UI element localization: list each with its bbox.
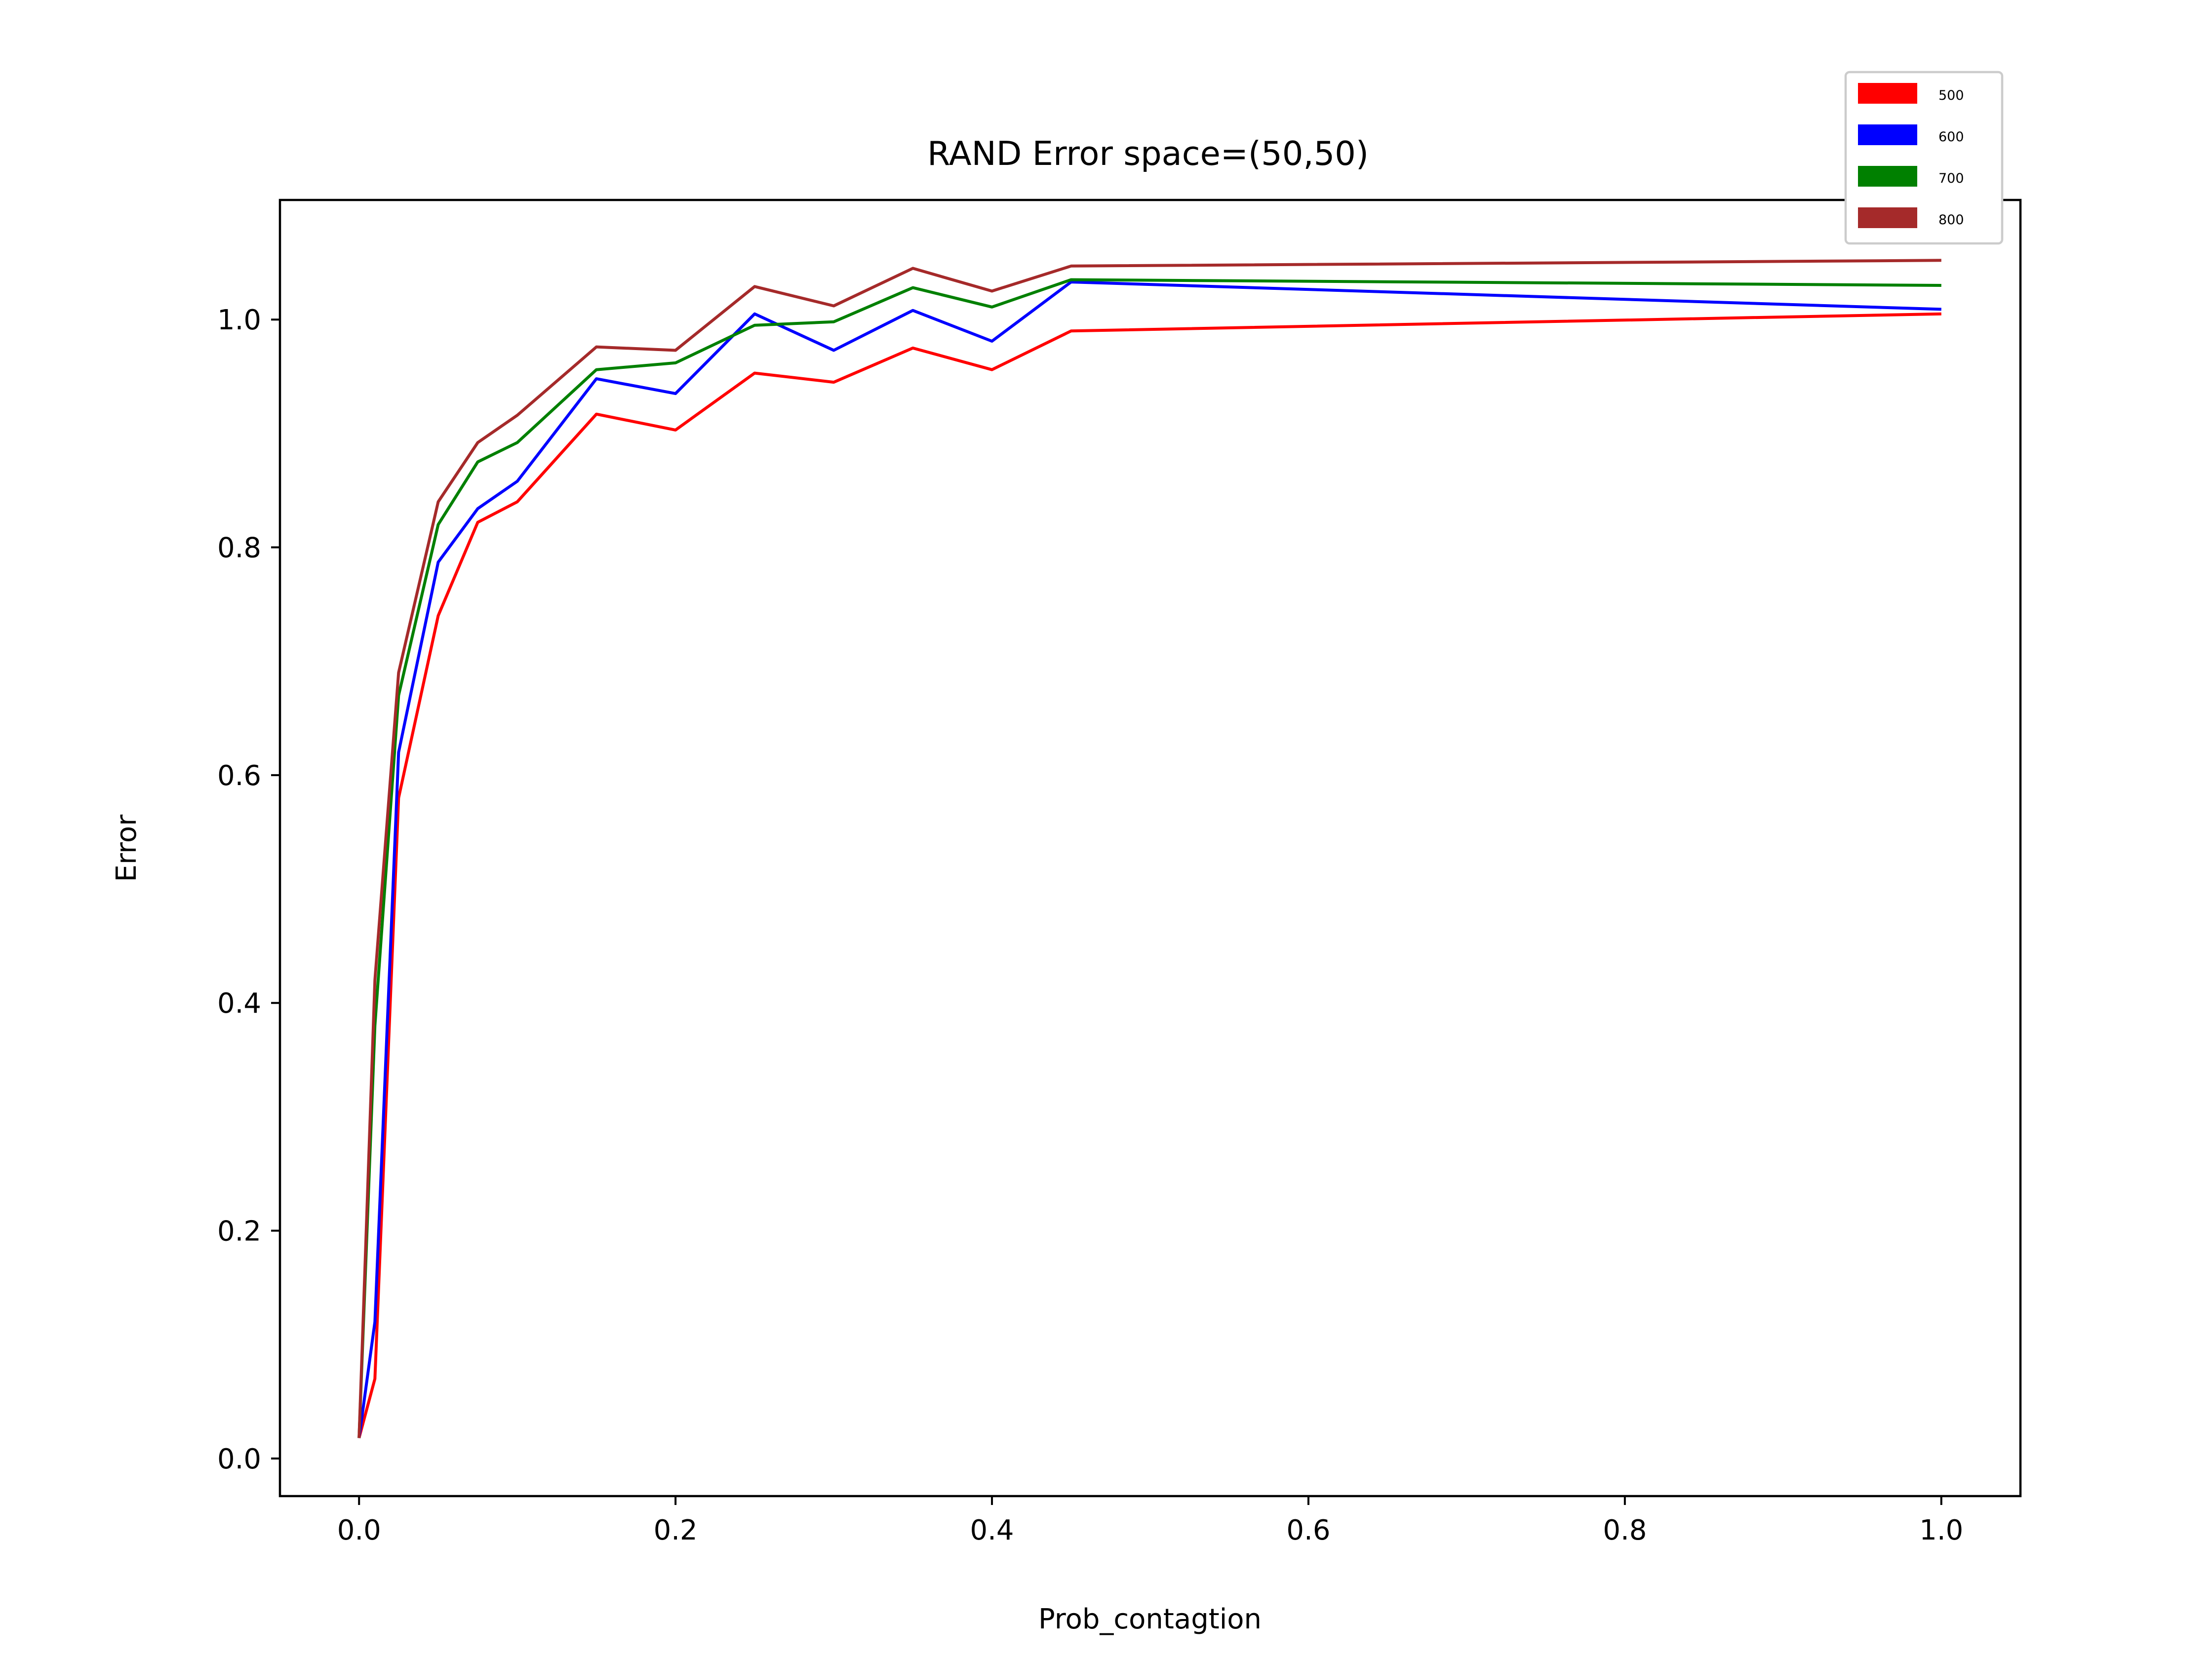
x-tick-label: 0.6 xyxy=(1286,1514,1330,1546)
x-axis-ticks: 0.0 0.2 0.4 0.6 0.8 1.0 xyxy=(337,1496,1963,1546)
series-line-500 xyxy=(357,312,1941,1439)
legend-swatch xyxy=(1858,207,1917,228)
y-tick-label: 0.8 xyxy=(217,532,261,564)
legend-label: 500 xyxy=(1938,88,1964,103)
x-tick-label: 0.8 xyxy=(1603,1514,1647,1546)
y-tick-label: 0.4 xyxy=(217,988,261,1020)
x-axis-label: Prob_contagtion xyxy=(1038,1603,1262,1635)
series-layer xyxy=(357,259,1941,1439)
y-tick-label: 0.0 xyxy=(217,1443,261,1475)
x-tick-label: 0.2 xyxy=(654,1514,698,1546)
y-tick-label: 0.6 xyxy=(217,760,261,792)
legend-swatch xyxy=(1858,83,1917,104)
legend-label: 700 xyxy=(1938,171,1964,186)
y-tick-label: 1.0 xyxy=(217,304,261,336)
series-line-800 xyxy=(357,259,1941,1438)
x-tick-label: 0.0 xyxy=(337,1514,381,1546)
legend-frame xyxy=(1844,71,2004,245)
legend-swatch xyxy=(1858,124,1917,145)
chart-title: RAND Error space=(50,50) xyxy=(927,134,1369,173)
legend-label: 800 xyxy=(1938,212,1964,228)
legend: 500 600 700 800 xyxy=(1844,71,2004,245)
plot-frame xyxy=(278,198,2022,1498)
legend-label: 600 xyxy=(1938,129,1964,145)
y-axis-ticks: 0.0 0.2 0.4 0.6 0.8 1.0 xyxy=(217,304,280,1475)
series-line-600 xyxy=(357,280,1941,1438)
y-tick-label: 0.2 xyxy=(217,1216,261,1248)
x-tick-label: 1.0 xyxy=(1919,1514,1963,1546)
legend-swatch xyxy=(1858,166,1917,187)
x-tick-label: 0.4 xyxy=(970,1514,1014,1546)
series-line-700 xyxy=(357,278,1941,1438)
y-axis-label: Error xyxy=(111,814,143,882)
